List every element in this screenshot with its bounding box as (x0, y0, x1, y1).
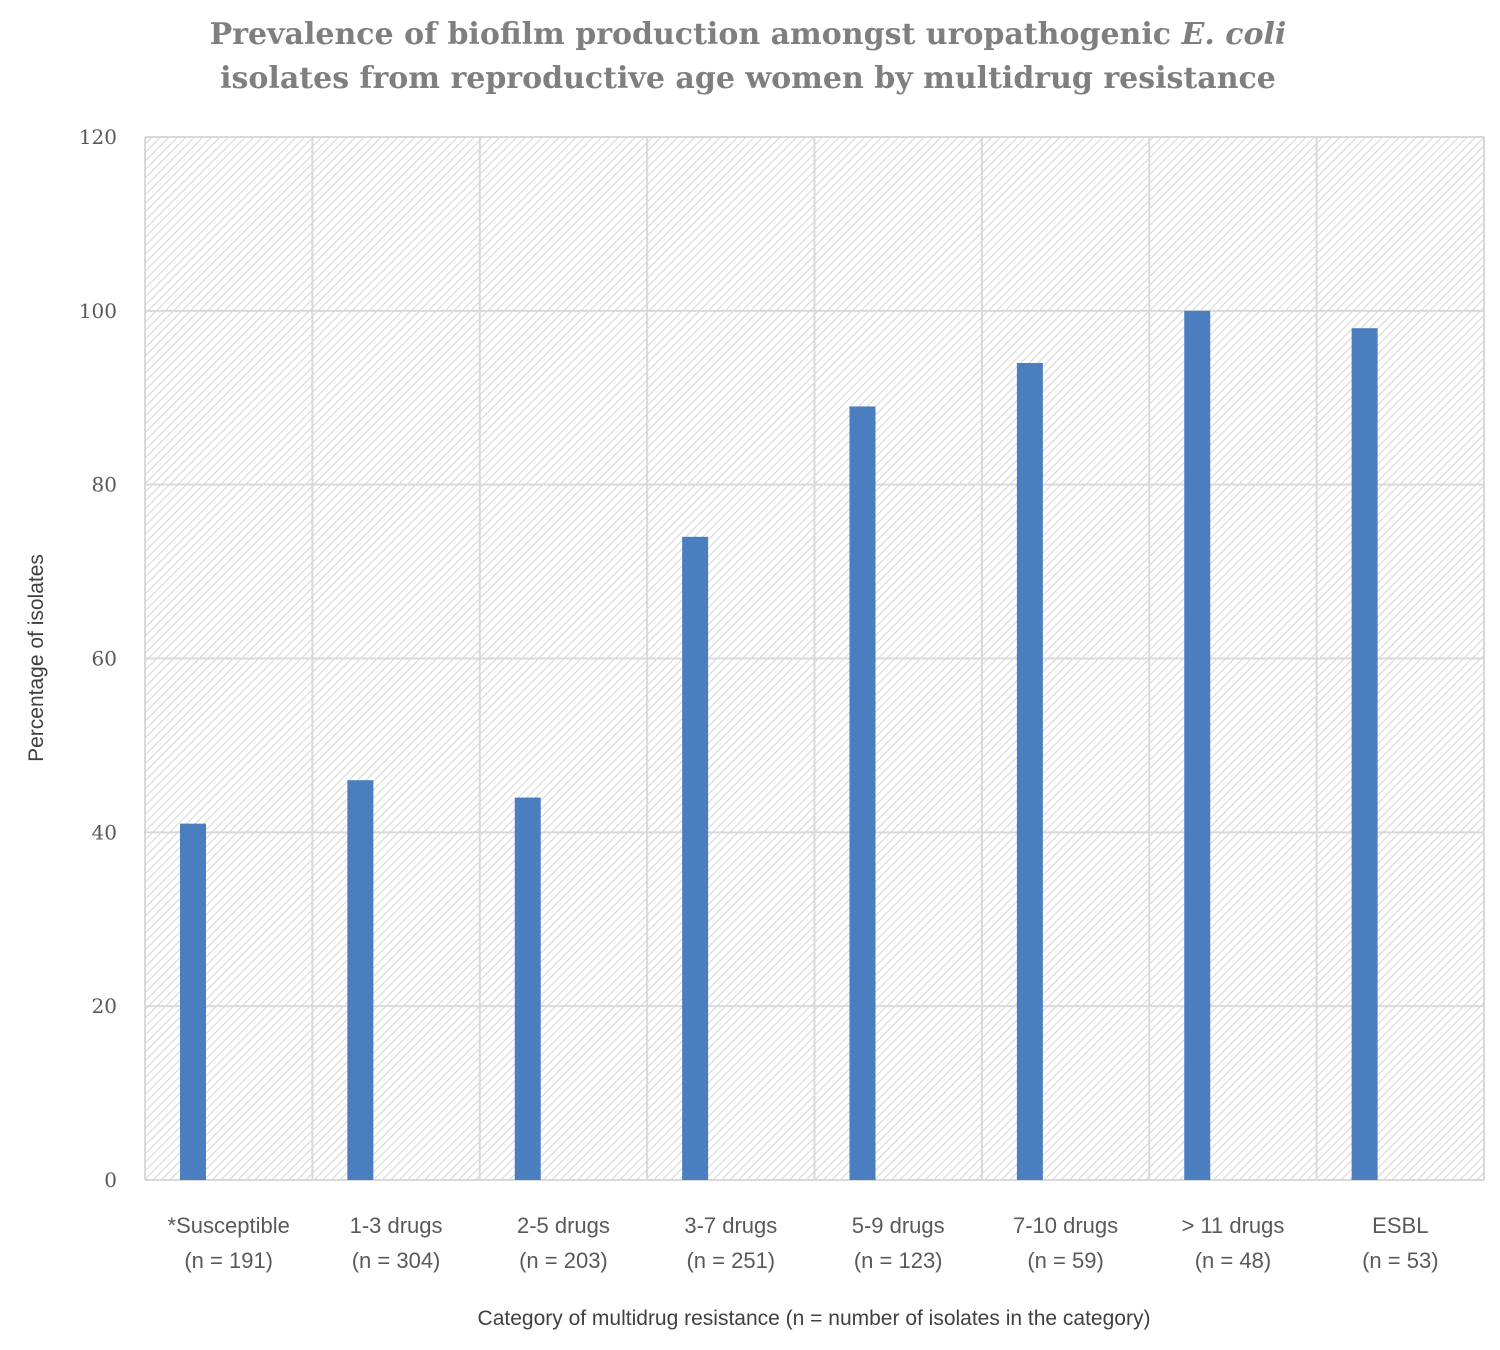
y-tick-label: 120 (79, 125, 117, 149)
bar (180, 823, 206, 1180)
y-tick-label: 20 (92, 994, 117, 1018)
x-tick-label: 5-9 drugs (n = 123) (852, 1213, 945, 1273)
category-count-label: (n = 48) (1195, 1248, 1271, 1273)
y-tick-label: 100 (79, 299, 117, 323)
x-axis-label: Category of multidrug resistance (n = nu… (478, 1307, 1151, 1330)
category-label: 2-5 drugs (517, 1213, 610, 1238)
bar (347, 780, 374, 1180)
y-tick-label: 0 (104, 1168, 117, 1192)
category-label: 5-9 drugs (852, 1213, 945, 1238)
x-tick-label: ESBL (n = 53) (1362, 1213, 1438, 1273)
bar (514, 797, 541, 1180)
bars (180, 310, 1378, 1181)
chart-title-line-1: Prevalence of biofilm production amongst… (210, 17, 1287, 52)
title-text-1: Prevalence of biofilm production amongst… (210, 17, 1171, 52)
bar (1016, 362, 1043, 1180)
category-label: ESBL (1372, 1213, 1428, 1238)
y-tick-label: 60 (92, 647, 117, 671)
bar (1184, 310, 1211, 1180)
bar (682, 536, 709, 1180)
x-tick-label: > 11 drugs (n = 48) (1181, 1213, 1284, 1273)
bar (849, 406, 876, 1181)
x-tick-label: 2-5 drugs (n = 203) (517, 1213, 610, 1273)
chart-title-line-2: isolates from reproductive age women by … (220, 61, 1276, 96)
category-count-label: (n = 59) (1027, 1248, 1103, 1273)
y-axis-ticks: 0 20 40 60 80 100 120 (79, 125, 117, 1192)
category-count-label: (n = 203) (519, 1248, 608, 1273)
x-tick-label: 7-10 drugs (n = 59) (1013, 1213, 1118, 1273)
category-count-label: (n = 304) (352, 1248, 441, 1273)
category-label: 7-10 drugs (1013, 1213, 1118, 1238)
category-label: 3-7 drugs (684, 1213, 777, 1238)
y-axis-label: Percentage of isolates (25, 554, 48, 762)
x-axis-ticks: *Susceptible (n = 191) 1-3 drugs (n = 304) 2… (168, 1213, 1439, 1273)
y-tick-label: 80 (92, 473, 117, 497)
category-count-label: (n = 191) (184, 1248, 273, 1273)
chart-title: Prevalence of biofilm production amongst… (210, 17, 1287, 96)
category-label: > 11 drugs (1181, 1213, 1284, 1238)
category-count-label: (n = 123) (854, 1248, 943, 1273)
category-label: *Susceptible (168, 1213, 290, 1238)
title-italic: E. coli (1180, 17, 1286, 52)
y-tick-label: 40 (92, 820, 117, 844)
x-tick-label: 1-3 drugs (n = 304) (350, 1213, 443, 1273)
bar (1351, 328, 1378, 1180)
category-count-label: (n = 251) (686, 1248, 775, 1273)
category-label: 1-3 drugs (350, 1213, 443, 1238)
category-count-label: (n = 53) (1362, 1248, 1438, 1273)
x-tick-label: *Susceptible (n = 191) (168, 1213, 290, 1273)
x-tick-label: 3-7 drugs (n = 251) (684, 1213, 777, 1273)
